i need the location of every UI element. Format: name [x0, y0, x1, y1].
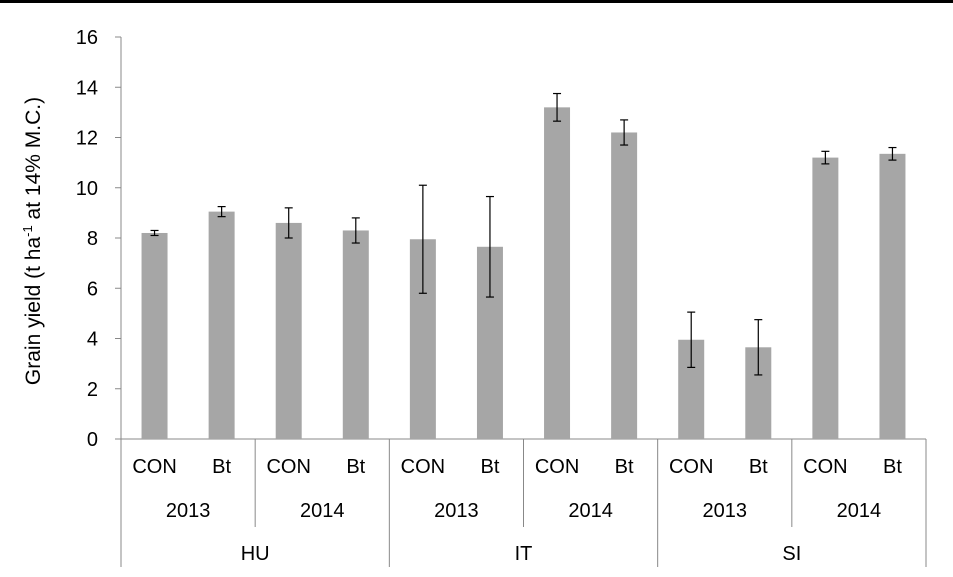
y-tick-label: 14 — [76, 77, 98, 99]
x-country-label: IT — [515, 543, 533, 565]
x-treatment-label: Bt — [212, 456, 231, 478]
x-treatment-label: Bt — [615, 456, 634, 478]
bars — [141, 107, 906, 440]
y-tick-label: 6 — [87, 278, 98, 300]
y-tick-label: 0 — [87, 429, 98, 451]
top-rule — [0, 0, 953, 3]
bar — [611, 132, 638, 439]
x-treatment-label: CON — [803, 456, 847, 478]
x-treatment-label: CON — [535, 456, 579, 478]
y-tick-label: 8 — [87, 228, 98, 250]
x-year-label: 2013 — [166, 500, 211, 522]
x-country-label: HU — [241, 543, 270, 565]
bar — [275, 222, 302, 439]
x-year-label: 2013 — [703, 500, 748, 522]
y-axis-title-superscript: -1 — [20, 225, 35, 237]
x-treatment-label: CON — [669, 456, 713, 478]
y-axis-label: Grain yield (t ha-1 at 14% M.C.) — [20, 97, 45, 385]
y-axis-title-main: Grain yield (t ha — [22, 237, 45, 386]
y-tick-label: 4 — [87, 329, 98, 351]
x-treatment-label: CON — [401, 456, 445, 478]
y-axis-title: Grain yield (t ha-1 at 14% M.C.) — [20, 97, 45, 385]
y-tick-label: 16 — [76, 27, 98, 49]
x-year-label: 2013 — [434, 500, 479, 522]
bar — [342, 230, 369, 439]
y-axis-ticks: 0 2 4 6 8 10 12 14 16 — [76, 27, 121, 451]
y-tick-label: 12 — [76, 128, 98, 150]
bar — [879, 153, 906, 440]
bar — [141, 232, 168, 439]
bar — [544, 107, 571, 439]
x-treatment-label: Bt — [883, 456, 902, 478]
x-treatment-label: Bt — [481, 456, 500, 478]
axes — [120, 37, 927, 567]
bar — [812, 157, 839, 439]
x-country-label: SI — [782, 543, 801, 565]
x-treatment-label: Bt — [749, 456, 768, 478]
x-year-label: 2014 — [837, 500, 882, 522]
x-treatment-label: CON — [266, 456, 310, 478]
x-year-label: 2014 — [300, 500, 345, 522]
x-treatment-label: Bt — [346, 456, 365, 478]
bar — [208, 211, 235, 439]
x-year-label: 2014 — [568, 500, 613, 522]
y-tick-label: 10 — [76, 178, 98, 200]
error-bars — [150, 92, 897, 376]
y-axis-title-rest: at 14% M.C.) — [22, 97, 45, 225]
y-tick-label: 2 — [87, 379, 98, 401]
x-treatment-label: CON — [132, 456, 176, 478]
